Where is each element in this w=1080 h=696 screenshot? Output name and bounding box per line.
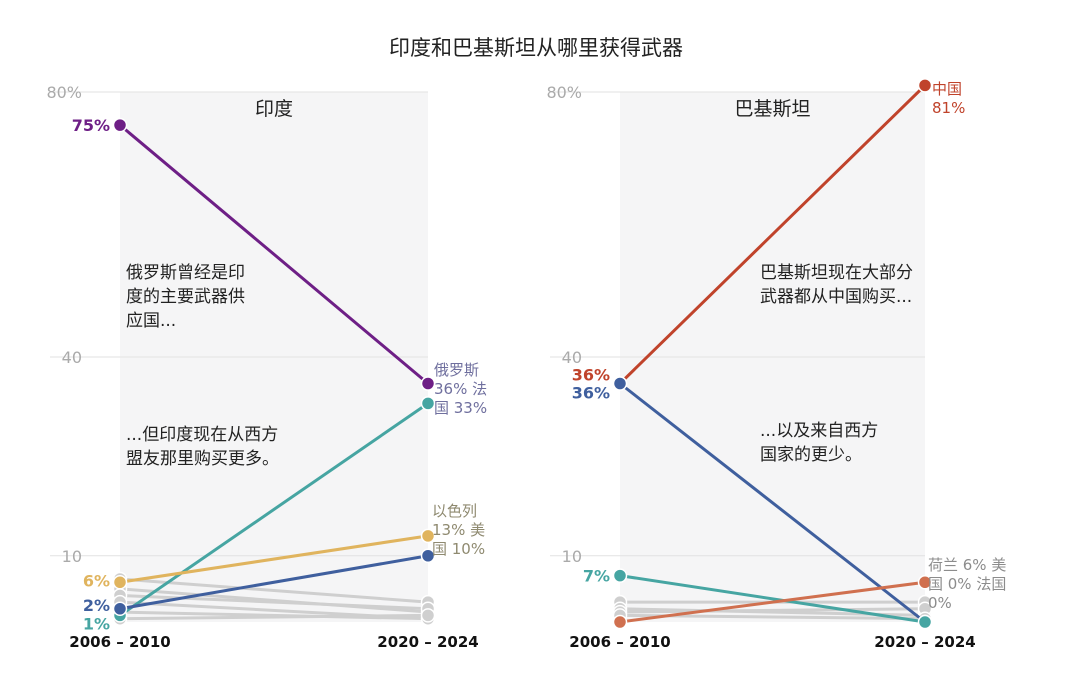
series-line <box>118 401 430 617</box>
series-荷兰 <box>612 575 933 630</box>
end-label: 以色列 13% 美国 10% <box>432 502 485 558</box>
y-tick-label: 10 <box>562 547 582 566</box>
start-value-label: 6% <box>83 571 110 590</box>
series-俄罗斯: 75% <box>72 116 436 391</box>
data-point <box>420 608 436 623</box>
annotation-text: 俄罗斯曾经是印度的主要武器供应国... <box>126 263 245 331</box>
annotation-text: ...但印度现在从西方盟友那里购买更多。 <box>126 425 279 469</box>
data-point <box>612 568 628 583</box>
series-line <box>118 534 430 584</box>
y-tick-label: 80% <box>546 83 582 102</box>
series-line <box>618 580 927 624</box>
series-line <box>118 613 430 621</box>
start-value-label: 36% <box>572 384 610 403</box>
data-point <box>420 396 436 411</box>
data-point <box>612 614 628 630</box>
data-point <box>112 601 128 616</box>
series-line <box>618 83 927 385</box>
series-line <box>118 587 430 614</box>
series-line <box>118 123 430 385</box>
data-point <box>420 376 436 391</box>
end-label: 中国 81% <box>932 80 965 117</box>
data-point <box>917 614 933 630</box>
x-tick-label: 2020 – 2024 <box>874 633 975 651</box>
end-label: 俄罗斯 36% 法国 33% <box>434 361 487 417</box>
y-tick-label: 80% <box>46 83 82 102</box>
pakistan-panel: 80% 40 10 巴基斯坦 2006 – 2010 2020 – 2024 36%36% 7… <box>546 78 1006 651</box>
start-value-label: 36% <box>572 366 610 385</box>
data-point <box>612 376 628 391</box>
panel-title: 巴基斯坦 <box>734 98 810 120</box>
series-美国: 2% <box>83 548 436 616</box>
series-以色列: 6% <box>83 528 436 590</box>
series-line <box>618 607 927 614</box>
x-tick-label: 2006 – 2010 <box>569 633 670 651</box>
y-tick-label: 40 <box>62 348 82 367</box>
series-line <box>118 610 430 621</box>
series-line <box>118 554 430 611</box>
data-point <box>917 78 933 93</box>
end-label: 荷兰 6% 美国 0% 法国 0% <box>928 556 1006 612</box>
x-tick-label: 2020 – 2024 <box>377 633 478 651</box>
series-line <box>618 574 927 624</box>
start-value-label: 75% <box>72 116 110 135</box>
data-point <box>917 575 933 590</box>
india-panel: 80% 40 10 印度 2006 – 2010 2020 – 2024 75% 1% 6% 2%… <box>46 83 487 651</box>
chart-title: 印度和巴基斯坦从哪里获得武器 <box>389 36 683 60</box>
series-line <box>118 577 430 604</box>
series-other <box>112 588 436 616</box>
y-tick-label: 10 <box>62 547 82 566</box>
series-line <box>118 594 430 611</box>
series-line <box>618 382 927 624</box>
start-value-label: 1% <box>83 614 110 633</box>
start-value-label: 2% <box>83 596 110 615</box>
start-value-label: 7% <box>583 567 610 586</box>
data-point <box>420 528 436 544</box>
data-point <box>420 548 436 563</box>
x-tick-label: 2006 – 2010 <box>69 633 170 651</box>
annotation-text: ...以及来自西方国家的更少。 <box>760 421 878 465</box>
y-tick-label: 40 <box>562 348 582 367</box>
annotation-text: 巴基斯坦现在大部分武器都从中国购买... <box>760 263 913 307</box>
panel-title: 印度 <box>255 98 293 120</box>
series-unnamed: 7% <box>583 567 933 630</box>
data-point <box>112 575 128 590</box>
data-point <box>112 117 128 133</box>
